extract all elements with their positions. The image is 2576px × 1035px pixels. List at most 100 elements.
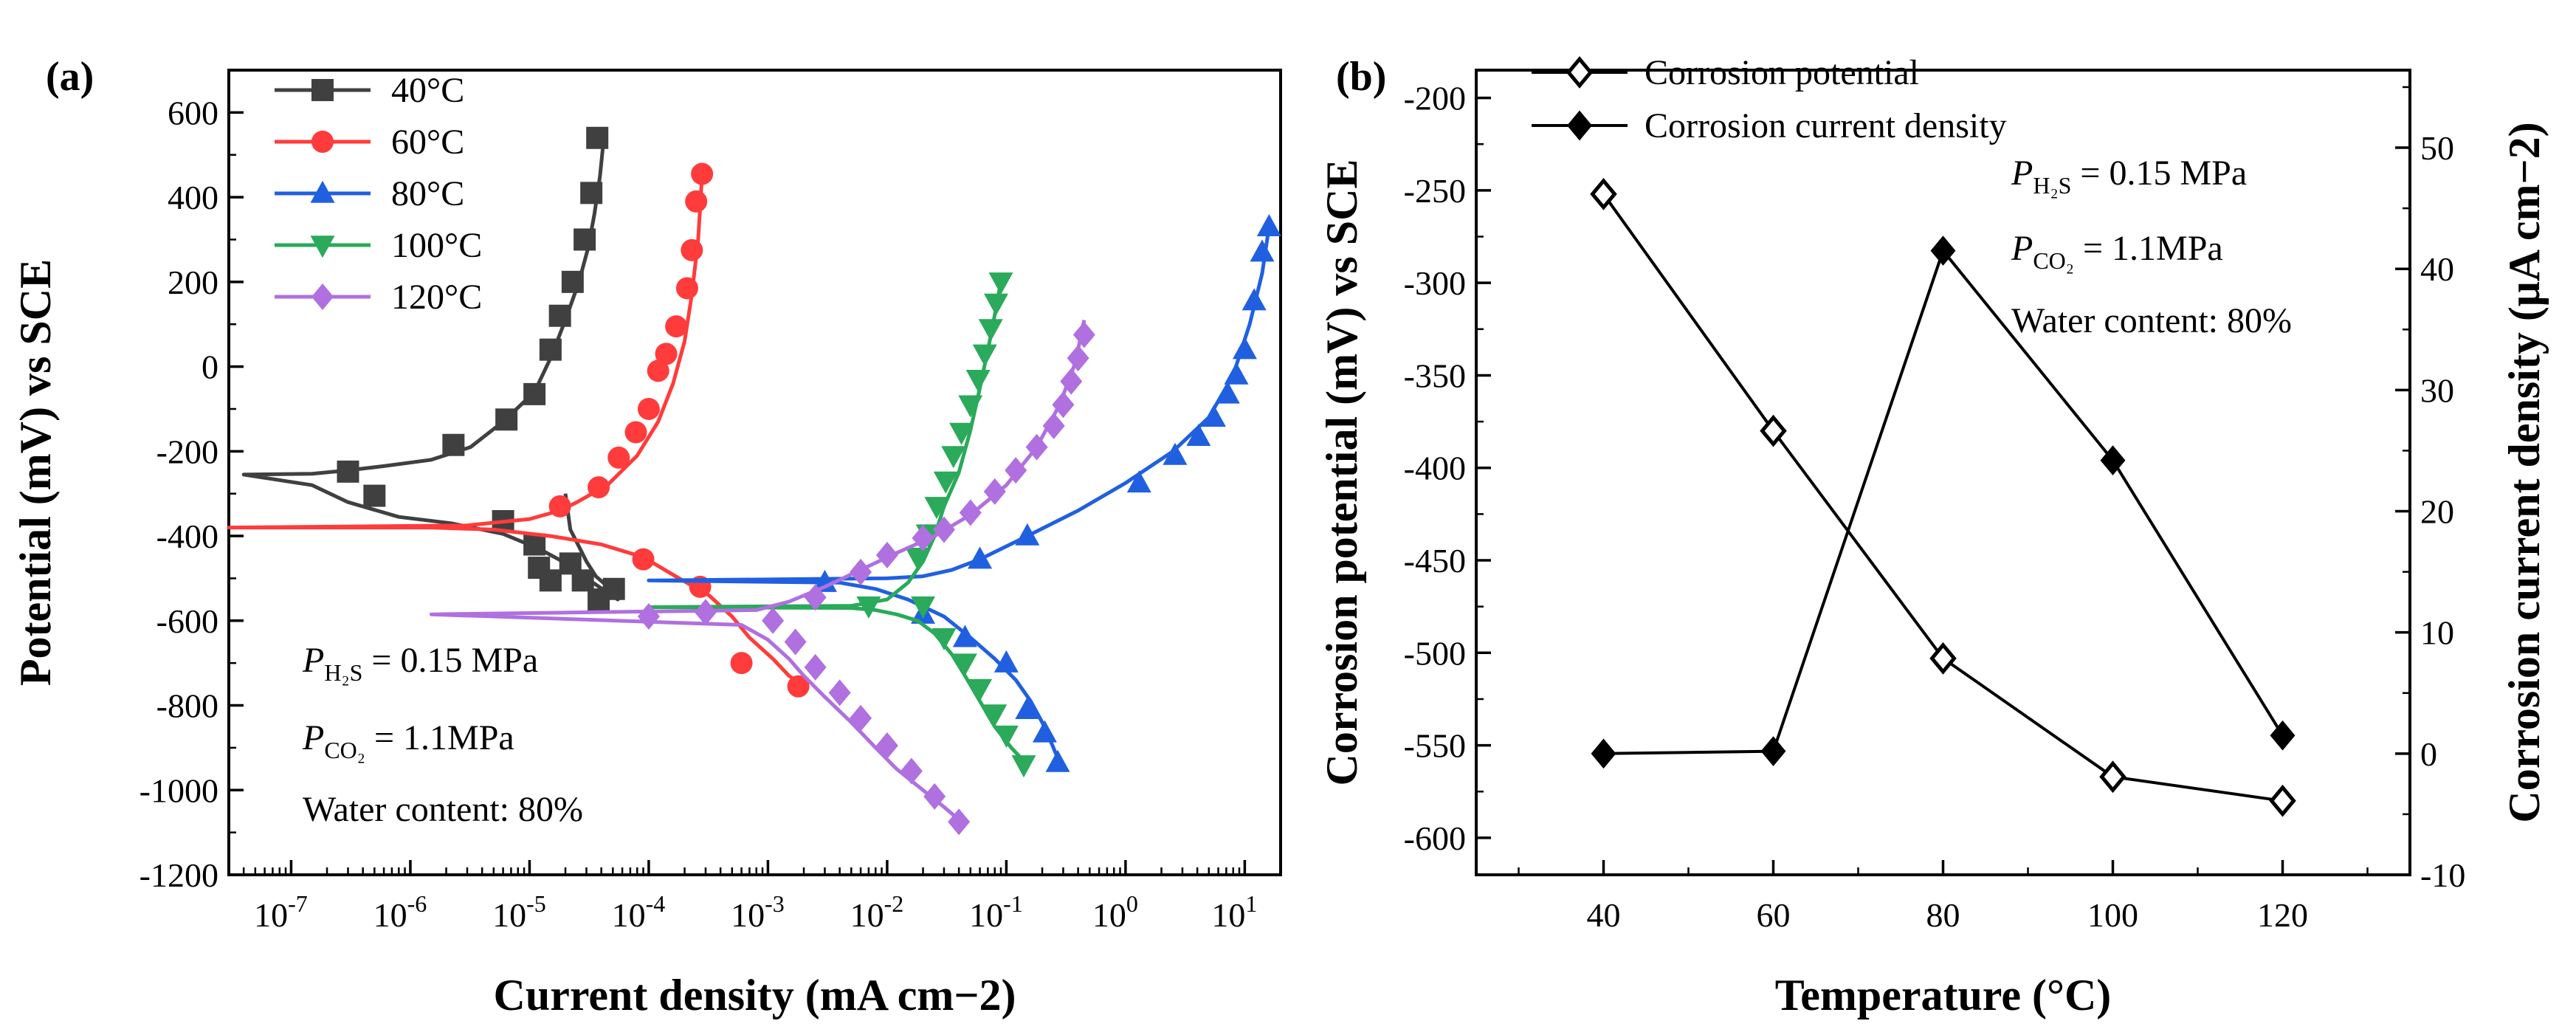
panel-a-data-point: [804, 653, 827, 681]
panel-b-legend-label: Corrosion potential: [1645, 53, 1919, 92]
panel-b-x-tick-label: 100: [2087, 896, 2138, 934]
panel-a-series-line: [429, 319, 1086, 824]
panel-b-y-tick-label: -600: [1404, 819, 1466, 857]
panel-a-data-point: [1126, 470, 1151, 493]
panel-a-data-point: [586, 126, 609, 149]
panel-a-data-point: [1015, 697, 1040, 720]
panel-a-series-2: [647, 214, 1281, 772]
panel-a-data-point: [968, 546, 993, 569]
panel-a-data-point: [1232, 337, 1257, 360]
panel-a-data-point: [602, 577, 625, 600]
panel-b-y-axis-title: Corrosion potential (mV) vs SCE: [1318, 159, 1366, 786]
panel-a-series-line: [647, 226, 1271, 763]
panel-b-y2-tick-label: 50: [2420, 129, 2454, 167]
panel-a-y-tick-label: 400: [168, 179, 218, 216]
panel-a-x-tick-label: 10-3: [731, 890, 785, 934]
panel-b-y2-axis-title: Corrosion current density (μA cm−2): [2500, 122, 2549, 822]
panel-b-x-axis-title: Temperature (°C): [1775, 971, 2112, 1019]
panel-b-y-tick-label: -350: [1404, 357, 1466, 394]
panel-a-data-point: [933, 471, 958, 494]
panel-a-data-point: [923, 783, 946, 810]
panel-a-data-point: [1045, 749, 1070, 772]
panel-a-data-point: [911, 596, 936, 619]
panel-a-data-point: [588, 476, 610, 499]
panel-a-data-point: [548, 495, 571, 518]
panel-b-chart: (b) Corrosion potential (mV) vs SCE Corr…: [1318, 53, 2549, 1019]
panel-a-data-point: [941, 446, 966, 469]
panel-a-data-point: [972, 344, 997, 367]
panel-a-x-tick-label: 10-7: [254, 890, 308, 934]
panel-a-data-point: [993, 650, 1019, 673]
panel-b-series-1: [1591, 235, 2296, 769]
panel-a-legend-marker: [311, 131, 334, 153]
panel-b-data-point: [1930, 235, 1956, 266]
panel-a-x-tick-label: 10-4: [612, 890, 666, 934]
panel-a-legend-label: 80°C: [391, 174, 464, 213]
panel-a-data-point: [637, 603, 660, 630]
panel-a-data-point: [363, 484, 386, 507]
panel-a-data-point: [632, 548, 655, 571]
panel-a-x-axis-title: Current density (mA cm−2): [494, 971, 1016, 1019]
panel-a-data-point: [442, 433, 465, 456]
panel-a-y-tick-label: -1000: [140, 771, 218, 809]
panel-b-legend: Corrosion potential Corrosion current den…: [1532, 53, 2007, 145]
panel-a-legend-label: 100°C: [391, 226, 482, 265]
panel-a-data-point: [900, 757, 923, 785]
panel-b-data-point: [1591, 738, 1616, 769]
panel-a-data-point: [958, 395, 983, 418]
panel-a-data-point: [983, 293, 1008, 316]
panel-a-data-point: [495, 408, 518, 431]
panel-b-legend-marker: [1566, 56, 1594, 89]
panel-b-legend-marker: [1567, 110, 1592, 141]
panel-a-data-point: [762, 607, 785, 634]
panel-a-x-tick-label: 100: [1092, 890, 1138, 934]
panel-a-data-point: [924, 497, 949, 520]
panel-a-data-point: [1072, 321, 1095, 348]
panel-a-data-point: [523, 382, 546, 405]
panel-b-x-tick-label: 60: [1757, 896, 1791, 934]
panel-b-y2-tick-label: -10: [2420, 856, 2465, 894]
panel-b-x-tick-label: 80: [1926, 896, 1960, 934]
panel-b-data-point: [2099, 760, 2126, 794]
panel-a-y-tick-label: -1200: [140, 856, 218, 894]
panel-a-label: (a): [46, 54, 94, 100]
panel-a-legend-marker: [310, 180, 335, 203]
panel-b-data-point: [1590, 177, 1617, 210]
panel-a-data-point: [812, 569, 837, 592]
panel-b-label: (b): [1336, 54, 1386, 100]
panel-a-y-tick-label: 200: [168, 264, 218, 301]
panel-a-data-point: [875, 541, 898, 568]
panel-a-data-point: [624, 421, 647, 444]
panel-a-data-point: [647, 360, 669, 382]
panel-a-y-tick-label: -800: [156, 687, 218, 725]
panel-a-data-point: [730, 652, 753, 675]
panel-a-data-point: [1032, 720, 1057, 743]
panel-a-annotation: Water content: 80%: [303, 790, 583, 829]
panel-a-data-point: [1025, 433, 1048, 461]
panel-a-data-point: [561, 270, 584, 293]
panel-b-y2-tick-label: 30: [2420, 371, 2454, 409]
panel-a-data-point: [1067, 345, 1089, 372]
panel-b-y-tick-label: -200: [1404, 80, 1466, 117]
panel-a-series-0: [241, 126, 625, 611]
panel-a-data-point: [1060, 368, 1083, 395]
panel-a-plot-frame: [227, 69, 1282, 876]
panel-a-data-point: [856, 596, 881, 619]
panel-a-data-point: [539, 569, 562, 592]
panel-a-data-point: [1256, 214, 1281, 237]
panel-a-x-tick-label: 10-6: [373, 890, 427, 934]
panel-a-legend-label: 120°C: [391, 278, 482, 317]
panel-a-data-point: [1005, 457, 1027, 484]
panel-b-data-point: [1760, 414, 1787, 447]
panel-b-y2-tick-label: 10: [2420, 614, 2454, 652]
panel-b-y-tick-label: -500: [1404, 634, 1466, 672]
panel-a-data-point: [804, 584, 827, 611]
panel-a-legend-marker: [311, 79, 334, 101]
panel-a-data-point: [931, 627, 957, 650]
panel-a-data-point: [959, 499, 982, 526]
panel-a-data-point: [850, 558, 872, 585]
panel-a-data-point: [949, 422, 974, 445]
panel-a-data-point: [548, 304, 571, 327]
panel-a-data-point: [1163, 442, 1188, 465]
panel-b-y-tick-label: -250: [1404, 172, 1466, 210]
